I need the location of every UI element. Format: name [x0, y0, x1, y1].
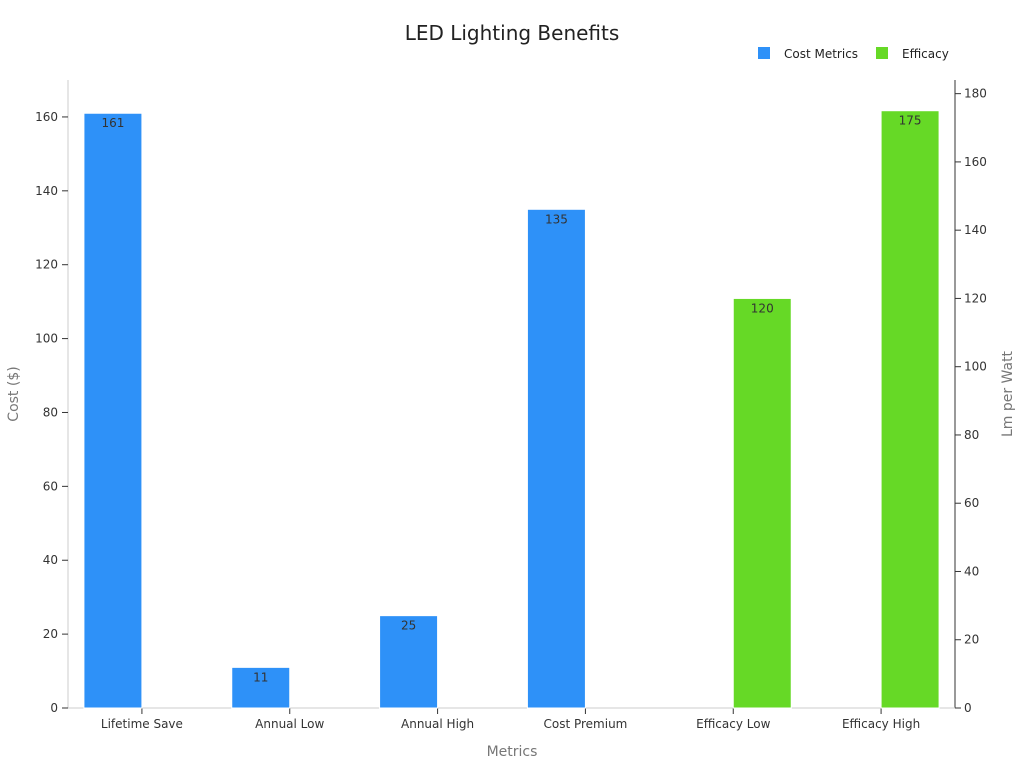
right-y-tick-label: 100: [964, 360, 987, 374]
chart-title: LED Lighting Benefits: [405, 21, 620, 45]
left-y-axis-title: Cost ($): [6, 366, 22, 421]
right-y-ticks: 0 20 40 60 80 100 120 140 160 180: [955, 87, 987, 715]
legend: Cost Metrics Efficacy: [758, 47, 949, 61]
bar-data-label: 120: [751, 301, 774, 315]
left-y-tick-label: 60: [43, 479, 58, 493]
bar-cost-metrics[interactable]: [379, 615, 439, 709]
legend-swatch-efficacy: [876, 47, 888, 59]
bar-efficacy[interactable]: [880, 110, 940, 709]
axes: [67, 80, 956, 709]
legend-label-cost-metrics: Cost Metrics: [784, 47, 858, 61]
left-y-tick-label: 20: [43, 627, 58, 641]
data-labels: 161 11 25 135 120 175: [101, 114, 921, 685]
left-y-tick-label: 100: [35, 332, 58, 346]
x-tick-label: Efficacy High: [842, 717, 920, 731]
right-y-tick-label: 40: [964, 564, 979, 578]
x-tick-label: Annual High: [401, 717, 474, 731]
right-y-axis-title: Lm per Watt: [1000, 350, 1016, 437]
left-y-tick-label: 140: [35, 184, 58, 198]
x-tick-label: Annual Low: [255, 717, 324, 731]
left-y-ticks: 0 20 40 60 80 100 120 140 160: [35, 110, 68, 715]
x-tick-label: Efficacy Low: [696, 717, 770, 731]
right-y-tick-label: 160: [964, 155, 987, 169]
bars: [83, 110, 940, 709]
x-tick-label: Lifetime Save: [101, 717, 183, 731]
bar-cost-metrics[interactable]: [526, 208, 586, 709]
x-axis-title: Metrics: [487, 744, 538, 760]
left-y-tick-label: 120: [35, 258, 58, 272]
bar-efficacy[interactable]: [732, 297, 792, 709]
bar-data-label: 11: [253, 670, 268, 684]
bar-data-label: 25: [401, 619, 416, 633]
bar-cost-metrics[interactable]: [83, 112, 143, 709]
left-y-tick-label: 80: [43, 405, 58, 419]
legend-swatch-cost-metrics: [758, 47, 770, 59]
left-y-tick-label: 0: [50, 701, 58, 715]
right-y-tick-label: 120: [964, 291, 987, 305]
bar-data-label: 175: [899, 114, 922, 128]
left-y-tick-label: 40: [43, 553, 58, 567]
right-y-tick-label: 0: [964, 701, 972, 715]
right-y-tick-label: 140: [964, 223, 987, 237]
bar-cost-metrics[interactable]: [231, 666, 291, 709]
bar-data-label: 161: [101, 116, 124, 130]
right-y-tick-label: 180: [964, 87, 987, 101]
bar-data-label: 135: [545, 212, 568, 226]
x-tick-label: Cost Premium: [543, 717, 627, 731]
left-y-tick-label: 160: [35, 110, 58, 124]
right-y-tick-label: 60: [964, 496, 979, 510]
x-ticks: Lifetime Save Annual Low Annual High Cost P…: [101, 708, 920, 731]
right-y-tick-label: 20: [964, 633, 979, 647]
right-y-tick-label: 80: [964, 428, 979, 442]
legend-label-efficacy: Efficacy: [902, 47, 949, 61]
